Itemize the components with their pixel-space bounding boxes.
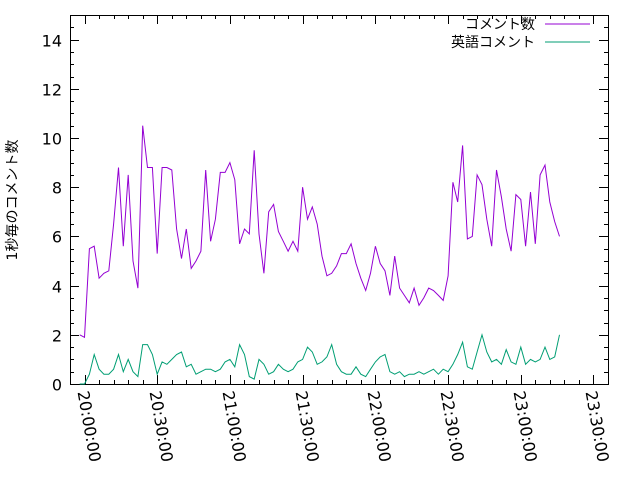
x-tick-label: 23:00:00 — [510, 389, 541, 463]
plot-area-frame — [70, 15, 609, 385]
x-tick-label: 21:00:00 — [219, 389, 250, 463]
y-axis: 0 2 4 6 8 10 12 14 — [42, 27, 608, 395]
series-layer — [79, 125, 560, 385]
x-tick-label: 23:30:00 — [582, 389, 613, 463]
x-tick-label: 22:00:00 — [364, 389, 395, 463]
x-tick-label: 20:00:00 — [74, 389, 105, 463]
y-tick-label: 14 — [42, 32, 62, 51]
x-tick-label: 20:30:00 — [146, 389, 177, 463]
y-axis-title: 1秒毎のコメント数 — [5, 140, 21, 261]
x-tick-label: 21:30:00 — [292, 389, 323, 463]
legend-label: コメント数 — [465, 17, 535, 33]
y-tick-label: 4 — [52, 278, 62, 297]
y-tick-label: 12 — [42, 81, 62, 100]
y-tick-label: 10 — [42, 130, 62, 149]
y-tick-label: 6 — [52, 228, 62, 247]
x-axis: 20:00:00 20:30:00 21:00:00 21:30:00 22:00:00… — [70, 15, 613, 463]
y-tick-label: 2 — [52, 327, 62, 346]
series-line-2 — [79, 332, 560, 385]
legend-label: 英語コメント — [451, 34, 535, 51]
x-tick-label: 22:30:00 — [437, 389, 468, 463]
series-line-1 — [79, 125, 560, 339]
y-tick-label: 8 — [52, 179, 62, 198]
y-tick-label: 0 — [52, 376, 62, 395]
